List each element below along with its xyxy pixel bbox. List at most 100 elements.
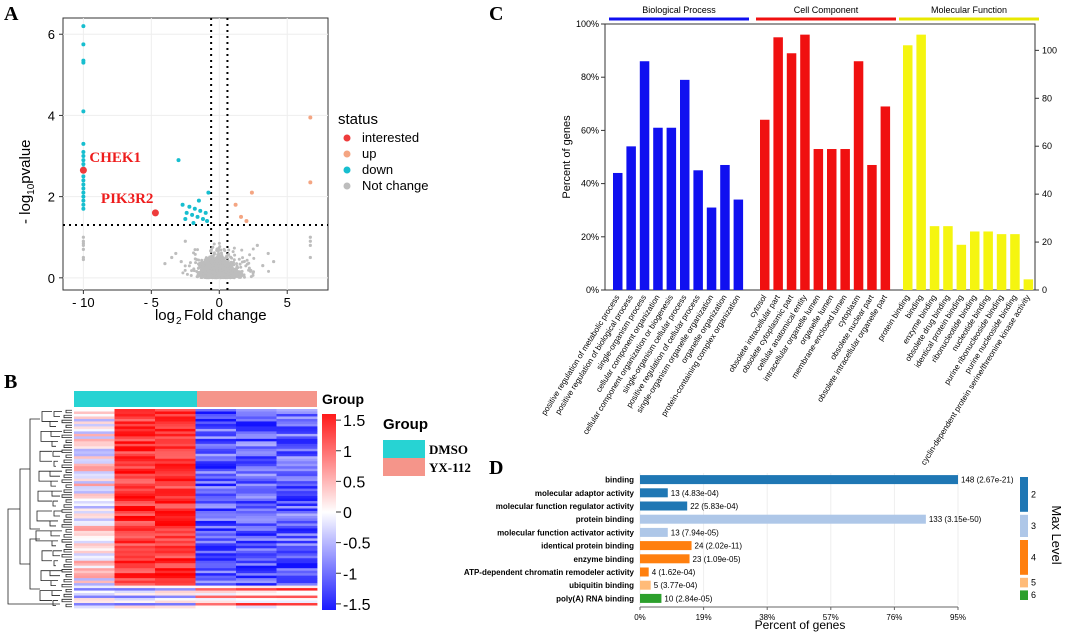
heatmap-cell (114, 585, 156, 589)
point-not-change (195, 248, 199, 252)
heatmap-cell (195, 510, 237, 514)
heatmap-cell (74, 409, 115, 412)
panel-label-b: B (4, 371, 17, 393)
heatmap-cell (236, 446, 277, 450)
heatmap-cell (195, 453, 237, 457)
point-not-change (219, 256, 223, 260)
point-not-change (209, 255, 213, 259)
heatmap-cell (74, 538, 115, 542)
heatmap-cell (276, 543, 318, 547)
heatmap-cell (74, 605, 115, 609)
go-bar (983, 231, 993, 290)
heatmap-cell (114, 478, 156, 482)
heatmap-cell (155, 466, 196, 470)
go-bar (903, 45, 913, 290)
heatmap-cell (236, 565, 277, 569)
go-ytick-label-right: 100 (1042, 45, 1057, 55)
heatmap-cell (114, 523, 156, 527)
point-not-change (261, 264, 265, 268)
heatmap-cell (195, 590, 237, 594)
heatmap-cell (195, 595, 237, 599)
colorbar (322, 414, 336, 610)
heatmap-cell (276, 593, 318, 596)
point-not-change (214, 275, 218, 279)
heatmap-cell (74, 456, 115, 460)
heatmap-cell (155, 438, 196, 442)
heatmap-cell (236, 488, 277, 492)
point-not-change (235, 262, 239, 266)
heatmap-cell (236, 451, 277, 455)
heatmap-cell (114, 560, 156, 564)
enrichment-category-label: molecular adaptor activity (535, 489, 635, 498)
heatmap-cell (155, 578, 196, 582)
heatmap-cell (236, 573, 277, 577)
heatmap-cell (74, 491, 115, 494)
heatmap-cell (276, 568, 318, 572)
heatmap-cell (155, 443, 196, 447)
colorbar-tick-label: 0.5 (343, 474, 365, 491)
heatmap-cell (276, 476, 318, 480)
point-not-change (200, 260, 204, 264)
heatmap-cell (195, 603, 237, 606)
heatmap-cell (155, 481, 196, 485)
volcano-xlabel-sub: 2 (176, 316, 182, 327)
heatmap-cell (155, 453, 196, 457)
heatmap-cell (276, 590, 318, 594)
heatmap-cell (195, 588, 237, 591)
heatmap-cell (114, 530, 156, 534)
heatmap-cell (236, 423, 277, 427)
go-bar (760, 119, 770, 290)
heatmap-cell (155, 523, 196, 527)
heatmap-cell (236, 476, 277, 480)
heatmap-cell (155, 448, 196, 452)
point-not-change (209, 249, 213, 253)
heatmap-cell (114, 600, 156, 604)
heatmap-cell (74, 448, 115, 452)
point-not-change (218, 245, 222, 249)
heatmap-cell (236, 510, 277, 514)
volcano-legend-marker-not-change (343, 182, 351, 190)
point-not-change (192, 251, 196, 255)
point-not-change (239, 274, 243, 278)
point-not-change (308, 243, 312, 247)
point-down (81, 194, 86, 199)
heatmap-cell (155, 463, 196, 467)
point-not-change (233, 269, 237, 273)
point-not-change (248, 253, 252, 257)
heatmap-cell (155, 555, 196, 559)
heatmap-cell (74, 583, 115, 587)
heatmap-cell (74, 433, 115, 437)
heatmap-cell (236, 543, 277, 547)
heatmap-cell (276, 563, 318, 567)
heatmap-cell (155, 496, 196, 499)
heatmap-cell (236, 555, 277, 559)
heatmap-cell (114, 543, 156, 547)
heatmap-cell (74, 501, 115, 504)
enrichment-bar-label: 10 (2.84e-05) (664, 594, 712, 603)
enrichment-xtick-label: 38% (759, 613, 775, 622)
heatmap-cell (195, 443, 237, 447)
enrichment-category-label: molecular function activator activity (497, 528, 634, 537)
level-swatch-4 (1020, 540, 1028, 575)
point-not-change (238, 262, 242, 266)
heatmap-cell (74, 413, 115, 417)
heatmap-cell (276, 498, 318, 502)
point-not-change (196, 273, 200, 277)
heatmap-cell (236, 471, 277, 475)
heatmap-cell (276, 423, 318, 427)
point-not-change (251, 247, 255, 251)
heatmap-cell (114, 471, 156, 475)
heatmap-cell (276, 558, 318, 562)
heatmap-cell (236, 550, 277, 554)
heatmap-cell (195, 533, 237, 537)
point-not-change (227, 252, 231, 256)
heatmap-cell (155, 418, 196, 422)
heatmap-cell (114, 593, 156, 596)
heatmap-cell (155, 441, 196, 445)
point-up (249, 190, 254, 195)
heatmap-cell (114, 583, 156, 587)
point-not-change (242, 259, 246, 263)
go-header-cell-component: Cell Component (794, 5, 859, 15)
heatmap-cell (155, 580, 196, 584)
heatmap-cell (276, 481, 318, 485)
